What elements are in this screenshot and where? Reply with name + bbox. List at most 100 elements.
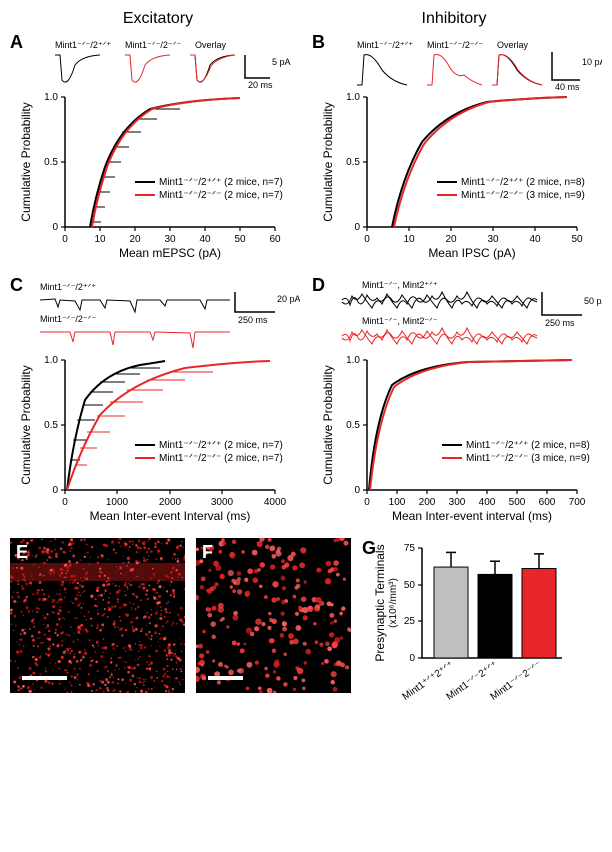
d-scalebar: [542, 292, 582, 315]
a-overlay-red: [190, 55, 235, 82]
panel-a-svg: Mint1⁻ᐟ⁻/2⁺ᐟ⁺ Mint1⁻ᐟ⁻/2⁻ᐟ⁻ Overlay 5 pA…: [10, 32, 300, 262]
header-inhibitory: Inhibitory: [306, 10, 602, 28]
d-xlabel: Mean Inter-event interval (ms): [392, 509, 552, 523]
b-legend-wt: Mint1⁻ᐟ⁻/2⁺ᐟ⁺ (2 mice, n=8): [461, 177, 585, 188]
c-trace-ko: [40, 332, 230, 348]
row-cd: C Mint1⁻ᐟ⁻/2⁺ᐟ⁺ Mint1⁻ᐟ⁻/2⁻ᐟ⁻ 20 pA 250 …: [10, 275, 602, 530]
b-scale-x: 40 ms: [555, 82, 580, 92]
bar-2: [522, 569, 556, 658]
d-legend-ko: Mint1⁻ᐟ⁻/2⁻ᐟ⁻ (3 mice, n=9): [466, 453, 590, 464]
panel-a-label: A: [10, 32, 23, 53]
d-curve-wt: [369, 360, 572, 490]
column-headers: Excitatory Inhibitory: [10, 10, 602, 28]
svg-text:0: 0: [62, 234, 68, 245]
scalebar-e: [22, 676, 67, 680]
d-trace-wt-label: Mint1⁻ᐟ⁻, Mint2⁺ᐟ⁺: [362, 280, 438, 290]
svg-text:600: 600: [539, 497, 556, 508]
panel-c-svg: Mint1⁻ᐟ⁻/2⁺ᐟ⁺ Mint1⁻ᐟ⁻/2⁻ᐟ⁻ 20 pA 250 ms…: [10, 275, 300, 525]
b-trace-overlay-label: Overlay: [497, 40, 529, 50]
panel-f-label: F: [202, 542, 213, 563]
panel-e-label: E: [16, 542, 28, 563]
c-trace-wt: [40, 299, 230, 312]
c-trace-ko-label: Mint1⁻ᐟ⁻/2⁻ᐟ⁻: [40, 314, 96, 324]
svg-text:1000: 1000: [106, 497, 129, 508]
svg-text:20: 20: [129, 234, 141, 245]
svg-text:4000: 4000: [264, 497, 287, 508]
svg-text:700: 700: [569, 497, 586, 508]
svg-text:1.0: 1.0: [44, 92, 58, 103]
header-excitatory: Excitatory: [10, 10, 306, 28]
c-legend-ko: Mint1⁻ᐟ⁻/2⁻ᐟ⁻ (2 mice, n=7): [159, 453, 283, 464]
svg-text:300: 300: [449, 497, 466, 508]
bar-1: [478, 574, 512, 658]
svg-text:0: 0: [354, 222, 360, 233]
svg-text:1.0: 1.0: [346, 92, 360, 103]
svg-text:40: 40: [199, 234, 211, 245]
a-scalebar: [245, 55, 270, 78]
c-scale-x: 250 ms: [238, 315, 268, 325]
a-trace-wt-label: Mint1⁻ᐟ⁻/2⁺ᐟ⁺: [55, 40, 111, 50]
c-scale-y: 20 pA: [277, 294, 300, 304]
svg-text:0: 0: [364, 234, 370, 245]
c-ylabel: Cumulative Probability: [19, 365, 33, 484]
c-legend-wt: Mint1⁻ᐟ⁻/2⁺ᐟ⁺ (2 mice, n=7): [159, 440, 283, 451]
bar-0: [434, 567, 468, 658]
d-trace-wt: [342, 292, 537, 308]
figure: Excitatory Inhibitory A Mint1⁻ᐟ⁻/2⁺ᐟ⁺ Mi…: [10, 10, 602, 738]
a-scale-y: 5 pA: [272, 57, 291, 67]
d-scale-x: 250 ms: [545, 318, 575, 328]
b-legend-ko: Mint1⁻ᐟ⁻/2⁻ᐟ⁻ (3 mice, n=9): [461, 190, 585, 201]
row-efg: E F: [10, 538, 602, 738]
a-trace-wt: [55, 55, 100, 82]
b-trace-wt: [357, 55, 407, 85]
a-legend-ko: Mint1⁻ᐟ⁻/2⁻ᐟ⁻ (2 mice, n=7): [159, 190, 283, 201]
svg-text:50: 50: [404, 580, 416, 591]
svg-text:1.0: 1.0: [346, 355, 360, 366]
panel-e: E: [10, 538, 185, 693]
svg-text:0: 0: [354, 485, 360, 496]
svg-text:0: 0: [409, 653, 415, 664]
b-ylabel: Cumulative Probability: [321, 102, 335, 221]
svg-text:1.0: 1.0: [44, 355, 58, 366]
panel-g: G 0 25 50 75 Mint1⁺ᐟ⁺2⁺ᐟ⁺Mint1⁻ᐟ⁻2⁺ᐟ⁺Min…: [362, 538, 602, 738]
a-trace-overlay-label: Overlay: [195, 40, 227, 50]
panel-b-svg: Mint1⁻ᐟ⁻/2⁺ᐟ⁺ Mint1⁻ᐟ⁻/2⁻ᐟ⁻ Overlay 10 p…: [312, 32, 602, 262]
g-ylabel1: Presynaptic Terminals: [373, 544, 387, 661]
a-trace-ko-label: Mint1⁻ᐟ⁻/2⁻ᐟ⁻: [125, 40, 181, 50]
b-curve-wt: [392, 97, 567, 227]
micrograph-f: [196, 538, 351, 693]
d-legend-wt: Mint1⁻ᐟ⁻/2⁺ᐟ⁺ (2 mice, n=8): [466, 440, 590, 451]
svg-text:30: 30: [487, 234, 499, 245]
svg-text:400: 400: [479, 497, 496, 508]
panel-b-label: B: [312, 32, 325, 53]
svg-text:0: 0: [364, 497, 370, 508]
svg-text:40: 40: [529, 234, 541, 245]
svg-text:0.5: 0.5: [346, 157, 360, 168]
d-ylabel: Cumulative Probability: [321, 365, 335, 484]
micrograph-e: [10, 538, 185, 693]
svg-text:10: 10: [403, 234, 415, 245]
panel-c: C Mint1⁻ᐟ⁻/2⁺ᐟ⁺ Mint1⁻ᐟ⁻/2⁻ᐟ⁻ 20 pA 250 …: [10, 275, 300, 530]
panel-g-svg: 0 25 50 75 Mint1⁺ᐟ⁺2⁺ᐟ⁺Mint1⁻ᐟ⁻2⁺ᐟ⁺Mint1…: [362, 538, 602, 733]
svg-text:0.5: 0.5: [44, 420, 58, 431]
row-ab: A Mint1⁻ᐟ⁻/2⁺ᐟ⁺ Mint1⁻ᐟ⁻/2⁻ᐟ⁻ Overlay 5 …: [10, 32, 602, 267]
b-trace-ko: [427, 55, 482, 85]
svg-text:20: 20: [445, 234, 457, 245]
svg-text:25: 25: [404, 616, 416, 627]
svg-text:0: 0: [52, 222, 58, 233]
svg-text:60: 60: [269, 234, 281, 245]
b-curve-ko: [394, 97, 567, 227]
svg-text:0.5: 0.5: [44, 157, 58, 168]
d-trace-ko: [342, 328, 537, 344]
b-scale-y: 10 pA: [582, 57, 602, 67]
svg-text:0: 0: [52, 485, 58, 496]
svg-text:3000: 3000: [211, 497, 234, 508]
panel-d-label: D: [312, 275, 325, 296]
svg-text:2000: 2000: [159, 497, 182, 508]
c-xlabel: Mean Inter-event Interval (ms): [90, 509, 251, 523]
panel-d: D Mint1⁻ᐟ⁻, Mint2⁺ᐟ⁺ Mint1⁻ᐟ⁻, Mint2⁻ᐟ⁻ …: [312, 275, 602, 530]
panel-b: B Mint1⁻ᐟ⁻/2⁺ᐟ⁺ Mint1⁻ᐟ⁻/2⁻ᐟ⁻ Overlay 10…: [312, 32, 602, 267]
a-legend-wt: Mint1⁻ᐟ⁻/2⁺ᐟ⁺ (2 mice, n=7): [159, 177, 283, 188]
svg-text:0: 0: [62, 497, 68, 508]
a-scale-x: 20 ms: [248, 80, 273, 90]
